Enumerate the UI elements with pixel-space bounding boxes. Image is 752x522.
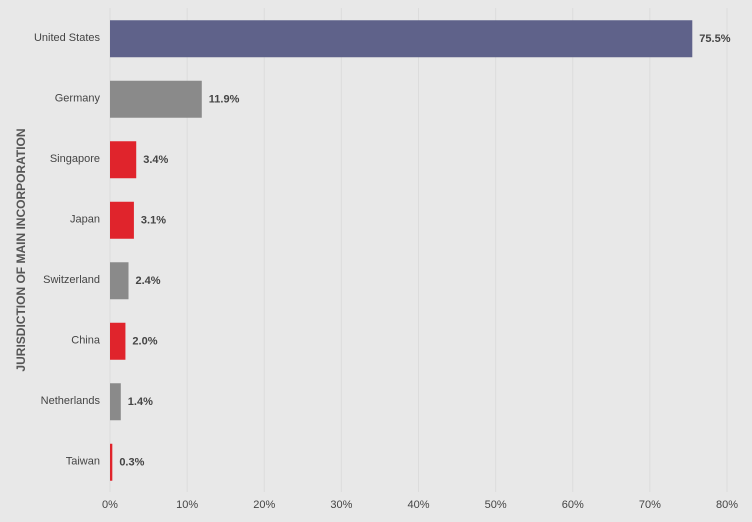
value-label: 3.4%: [143, 154, 168, 166]
x-tick-label: 80%: [716, 499, 738, 511]
value-label: 2.0%: [132, 336, 157, 348]
x-tick-label: 10%: [176, 499, 198, 511]
y-tick-label: United States: [34, 32, 101, 44]
value-label: 1.4%: [128, 396, 153, 408]
y-tick-label: Germany: [55, 93, 101, 105]
x-tick-label: 60%: [562, 499, 584, 511]
x-tick-label: 20%: [253, 499, 275, 511]
value-label: 3.1%: [141, 215, 166, 227]
y-tick-label: Taiwan: [66, 456, 100, 468]
value-label: 11.9%: [209, 94, 240, 106]
y-tick-label: Japan: [70, 214, 100, 226]
bar: [110, 443, 113, 481]
bar: [110, 383, 121, 421]
value-label: 0.3%: [119, 457, 144, 469]
y-tick-label: China: [71, 335, 101, 347]
bar: [110, 322, 126, 360]
bar: [110, 20, 693, 58]
bar: [110, 201, 134, 239]
x-tick-label: 0%: [102, 499, 118, 511]
value-label: 75.5%: [699, 33, 730, 45]
bar: [110, 80, 202, 118]
x-tick-label: 70%: [639, 499, 661, 511]
y-tick-label: Netherlands: [41, 395, 101, 407]
y-tick-label: Singapore: [50, 153, 100, 165]
bar: [110, 262, 129, 300]
x-tick-label: 30%: [330, 499, 352, 511]
value-label: 2.4%: [136, 275, 161, 287]
bar: [110, 141, 137, 179]
y-axis-label: JURISDICTION OF MAIN INCORPORATION: [14, 128, 28, 371]
x-tick-label: 50%: [485, 499, 507, 511]
x-tick-label: 40%: [407, 499, 429, 511]
y-tick-label: Switzerland: [43, 274, 100, 286]
